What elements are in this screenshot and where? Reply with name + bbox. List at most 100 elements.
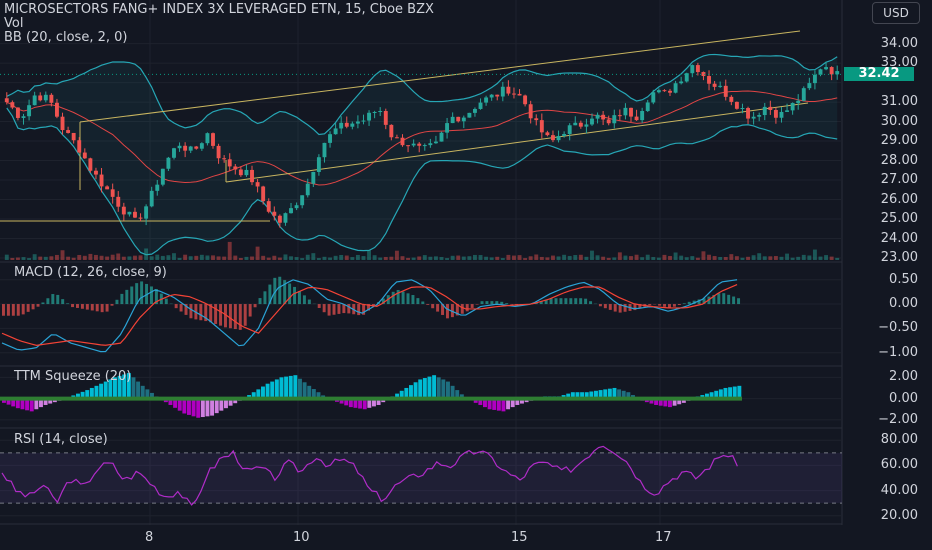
candle-body-25 [144, 206, 149, 219]
volume-bar-29 [166, 255, 171, 260]
macd-hist-bar-48 [238, 304, 242, 330]
candle-body-16 [94, 170, 98, 175]
candle-body-95 [534, 118, 539, 121]
volume-bar-36 [205, 255, 210, 260]
macd-hist-bar-92 [455, 304, 459, 316]
candle-body-49 [277, 215, 282, 223]
macd-tick-label: −0.50 [878, 320, 918, 336]
volume-bar-134 [751, 255, 756, 260]
macd-hist-bar-97 [480, 301, 484, 305]
volume-bar-32 [183, 254, 188, 260]
macd-hist-bar-90 [446, 304, 449, 319]
candle-body-134 [751, 116, 756, 119]
candle-body-114 [640, 110, 645, 121]
ttm-bar-76 [353, 398, 358, 408]
volume-bar-12 [71, 257, 76, 260]
candle-body-32 [183, 145, 188, 151]
volume-bar-100 [562, 254, 567, 260]
volume-bar-83 [467, 256, 472, 260]
macd-hist-bar-25 [125, 289, 129, 305]
ttm-label[interactable]: TTM Squeeze (20) [14, 369, 132, 384]
volume-bar-34 [194, 255, 199, 260]
volume-bar-52 [294, 257, 299, 260]
ttm-bar-87 [404, 387, 409, 399]
candle-body-140 [785, 110, 790, 112]
volume-bar-92 [517, 255, 522, 260]
vol-label[interactable]: Vol [4, 16, 24, 31]
volume-bar-94 [528, 256, 533, 260]
ttm-bar-105 [487, 398, 492, 410]
candle-body-68 [383, 111, 388, 125]
macd-hist-bar-117 [579, 298, 583, 305]
candle-body-92 [517, 93, 522, 96]
volume-bar-21 [121, 256, 126, 260]
ttm-bar-36 [168, 398, 173, 405]
macd-hist-bar-60 [298, 291, 301, 305]
macd-tick-label: 0.00 [889, 296, 918, 312]
ttm-bar-22 [103, 381, 108, 399]
volume-bar-15 [88, 253, 93, 260]
ttm-bar-155 [718, 389, 723, 399]
candle-body-8 [49, 94, 54, 103]
volume-bar-85 [478, 255, 483, 260]
volume-bar-84 [472, 254, 477, 260]
ttm-bar-3 [15, 398, 20, 409]
candle-body-53 [300, 195, 305, 206]
volume-bar-87 [489, 257, 494, 260]
candle-body-85 [478, 102, 483, 109]
ttm-bar-143 [663, 398, 668, 407]
macd-hist-bar-109 [539, 301, 543, 305]
macd-hist-bar-108 [534, 303, 538, 305]
volume-bar-109 [612, 257, 617, 260]
candle-body-133 [746, 108, 750, 119]
macd-hist-bar-70 [347, 304, 351, 314]
ttm-bar-9 [43, 398, 48, 405]
volume-bar-97 [545, 257, 550, 260]
candle-body-115 [645, 102, 650, 111]
ttm-bar-55 [256, 389, 261, 399]
macd-hist-bar-15 [76, 304, 79, 308]
ttm-bar-135 [626, 392, 631, 399]
last-price-tag: 32.42 [844, 67, 914, 82]
candle-body-74 [417, 143, 422, 146]
macd-label[interactable]: MACD (12, 26, close, 9) [14, 265, 167, 280]
ttm-bar-66 [307, 385, 312, 399]
macd-hist-bar-134 [663, 304, 667, 307]
volume-bar-126 [707, 254, 711, 260]
candle-body-148 [829, 67, 834, 75]
macd-hist-bar-11 [56, 294, 60, 305]
candle-body-107 [601, 114, 606, 120]
candle-body-3 [21, 116, 26, 118]
ttm-bar-26 [122, 374, 127, 399]
candle-body-87 [489, 94, 494, 98]
macd-hist-bar-66 [327, 304, 331, 316]
ttm-bar-68 [316, 392, 321, 399]
ttm-bar-39 [182, 398, 187, 414]
volume-bar-101 [567, 255, 572, 260]
macd-hist-bar-27 [135, 283, 139, 305]
volume-bar-127 [712, 256, 717, 260]
ttm-bar-0 [2, 398, 6, 403]
macd-hist-bar-135 [668, 304, 671, 308]
volume-bar-31 [177, 257, 182, 260]
candle-body-82 [461, 117, 466, 122]
rsi-label[interactable]: RSI (14, close) [14, 432, 108, 447]
volume-bar-55 [311, 253, 316, 260]
channel-upper-line [79, 30, 801, 123]
price-tick-label: 31.00 [880, 94, 918, 110]
candle-body-30 [172, 148, 176, 158]
macd-hist-bar-33 [164, 298, 168, 305]
volume-bar-135 [757, 253, 762, 260]
volume-bar-41 [233, 255, 238, 260]
volume-bar-6 [38, 256, 43, 260]
volume-bar-45 [255, 246, 260, 260]
symbol-title[interactable]: MICROSECTORS FANG+ INDEX 3X LEVERAGED ET… [4, 2, 434, 17]
currency-button[interactable]: USD [872, 2, 920, 24]
bb-label[interactable]: BB (20, close, 2, 0) [4, 30, 128, 45]
price-tick-label: 29.00 [880, 133, 918, 149]
ttm-bar-25 [117, 375, 122, 399]
ttm-bar-42 [196, 398, 201, 418]
macd-hist-bar-58 [288, 283, 292, 305]
volume-bar-66 [372, 255, 377, 260]
